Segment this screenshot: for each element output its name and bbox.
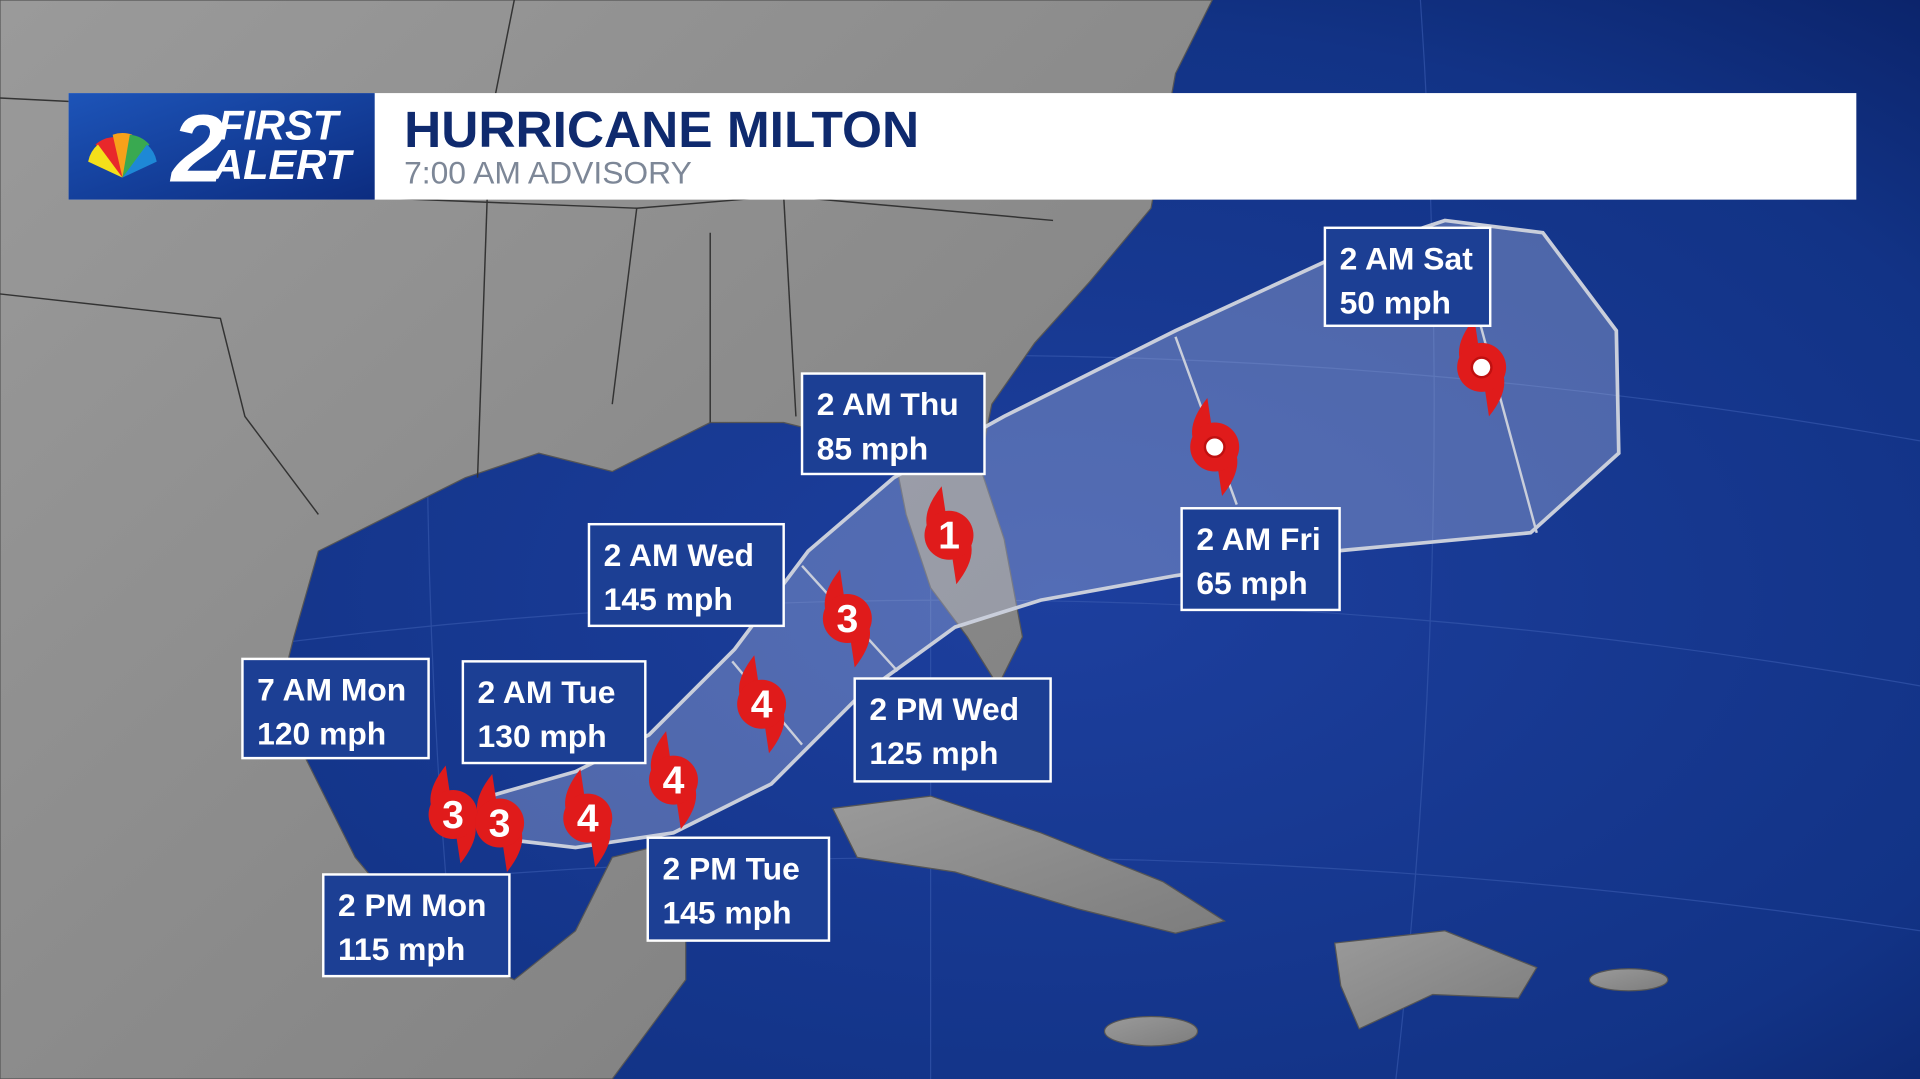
land-cuba	[831, 795, 1227, 934]
hurricane-icon: 3	[428, 765, 478, 864]
logo-line2: ALERT	[212, 141, 355, 188]
icon-core	[924, 510, 974, 560]
logo-number: 2	[169, 96, 224, 202]
forecast-points: 3 7 AM Mon 120 mph 3 2 PM Mon 115 mph 4 2 AM Tu…	[241, 226, 1507, 978]
label-wind: 125 mph	[869, 735, 998, 771]
label-time: 2 PM Mon	[338, 887, 487, 923]
forecast-label: 2 AM Fri 65 mph	[1180, 507, 1341, 612]
subtitle: 7:00 AM ADVISORY	[404, 155, 692, 191]
title: HURRICANE MILTON	[404, 100, 919, 158]
icon-eye	[1203, 436, 1226, 459]
label-box	[587, 522, 785, 628]
forecast-label: 2 AM Wed 145 mph	[587, 522, 785, 628]
hurricane-icon: 4	[737, 655, 787, 754]
icon-core	[475, 798, 525, 848]
icon-core	[737, 679, 787, 729]
land-north-america	[0, 0, 1213, 1079]
label-time: 2 AM Fri	[1196, 521, 1320, 557]
label-wind: 145 mph	[662, 894, 791, 930]
label-wind: 120 mph	[257, 716, 386, 752]
label-wind: 130 mph	[478, 718, 607, 754]
label-wind: 145 mph	[604, 581, 733, 617]
label-box	[646, 836, 831, 942]
label-time: 2 PM Tue	[662, 850, 799, 886]
label-wind: 85 mph	[817, 430, 928, 466]
peacock-logo	[88, 133, 157, 178]
hurricane-icon	[1457, 318, 1507, 417]
hurricane-icon: 1	[924, 486, 974, 585]
forecast-label: 2 PM Wed 125 mph	[853, 677, 1052, 783]
category-number: 3	[836, 598, 858, 641]
land-hispaniola	[1333, 930, 1538, 1030]
forecast-label: 2 AM Tue 130 mph	[461, 660, 647, 765]
category-number: 4	[577, 798, 599, 841]
label-wind: 115 mph	[338, 931, 465, 967]
forecast-label: 7 AM Mon 120 mph	[241, 657, 430, 760]
category-number: 1	[938, 515, 960, 558]
category-number: 4	[751, 684, 773, 727]
label-time: 2 AM Thu	[817, 386, 959, 422]
hurricane-icon: 3	[475, 774, 525, 873]
logo-line1: FIRST	[218, 102, 342, 149]
forecast-label: 2 PM Tue 145 mph	[646, 836, 831, 942]
forecast-label: 2 AM Sat 50 mph	[1323, 226, 1492, 328]
label-wind: 50 mph	[1340, 285, 1451, 321]
category-number: 4	[663, 760, 685, 803]
category-number: 3	[489, 802, 511, 845]
land-jamaica	[1103, 1015, 1199, 1047]
label-box	[1180, 507, 1341, 612]
label-time: 2 AM Tue	[478, 674, 616, 710]
hurricane-icon	[1190, 398, 1240, 497]
icon-core	[428, 789, 478, 839]
label-time: 7 AM Mon	[257, 672, 406, 708]
forecast-label: 2 AM Thu 85 mph	[800, 372, 986, 476]
label-time: 2 PM Wed	[869, 691, 1019, 727]
label-box	[461, 660, 647, 765]
label-box	[322, 873, 511, 978]
icon-eye	[1470, 356, 1493, 379]
label-box	[241, 657, 430, 760]
label-time: 2 AM Sat	[1340, 240, 1474, 276]
label-box	[800, 372, 986, 476]
hurricane-icon: 3	[822, 569, 872, 668]
icon-core	[563, 793, 613, 843]
label-time: 2 AM Wed	[604, 537, 754, 573]
icon-core	[822, 594, 872, 643]
icon-core	[648, 755, 698, 805]
label-box	[853, 677, 1052, 783]
hurricane-icon: 4	[648, 731, 698, 830]
header: 2 FIRST ALERT HURRICANE MILTON 7:00 AM A…	[68, 93, 1857, 202]
label-box	[1323, 226, 1492, 328]
land-puerto-rico	[1588, 968, 1669, 992]
category-number: 3	[442, 794, 464, 837]
label-wind: 65 mph	[1196, 565, 1307, 601]
hurricane-icon: 4	[563, 769, 613, 868]
forecast-label: 2 PM Mon 115 mph	[322, 873, 511, 978]
